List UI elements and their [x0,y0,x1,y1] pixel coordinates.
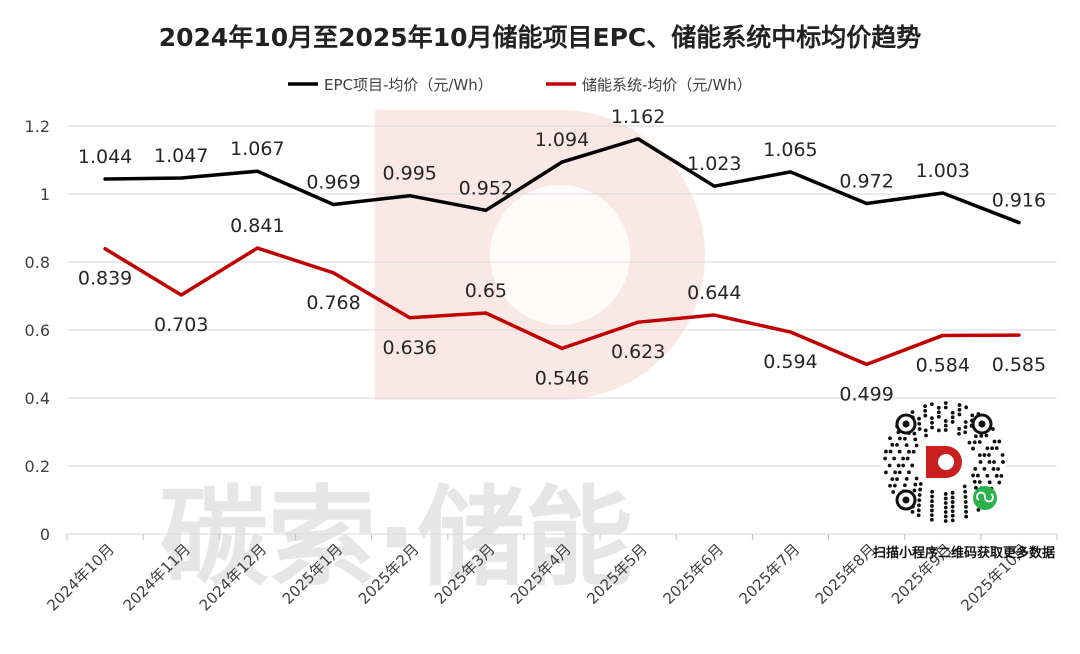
data-label-system: 0.768 [306,292,360,314]
data-label-system: 0.623 [611,341,665,363]
qr-code [882,400,1006,524]
data-label-epc: 1.047 [154,145,208,167]
data-label-system: 0.65 [465,280,507,302]
qr-caption: 扫描小程序二维码获取更多数据 [873,545,1055,561]
y-axis: 0 0.2 0.4 0.6 0.8 1 1.2 [25,117,50,544]
data-label-epc: 0.972 [839,171,893,193]
data-label-epc: 1.023 [687,153,741,175]
data-label-epc: 0.995 [382,163,436,185]
y-tick-label: 0 [40,525,50,544]
data-label-system: 0.546 [535,367,589,389]
y-tick-label: 1 [40,185,50,204]
data-label-epc: 0.969 [306,172,360,194]
data-label-system: 0.644 [687,282,741,304]
y-tick-label: 0.8 [25,253,50,272]
x-tick-label: 2025年8月 [812,540,880,608]
y-tick-label: 0.4 [25,389,50,408]
data-label-system: 0.499 [839,383,893,405]
chart-title: 2024年10月至2025年10月储能项目EPC、储能系统中标均价趋势 [159,23,922,52]
x-tick-label: 2025年7月 [736,540,804,608]
data-label-epc: 1.162 [611,106,665,128]
data-label-system: 0.584 [916,354,970,376]
data-label-epc: 1.003 [916,160,970,182]
data-labels: 1.044 1.047 1.067 0.969 0.995 0.952 1.094 1.162… [78,106,1046,405]
data-label-epc: 1.094 [535,129,589,151]
y-tick-label: 1.2 [25,117,50,136]
data-label-system: 0.703 [154,314,208,336]
series-line-epc [103,137,1021,225]
x-tick-label: 2024年10月 [43,540,117,614]
y-tick-label: 0.2 [25,457,50,476]
legend-label-system: 储能系统-均价（元/Wh） [582,76,752,94]
data-label-system: 0.585 [992,354,1046,376]
legend-label-epc: EPC项目-均价（元/Wh） [324,76,493,94]
data-label-system: 0.594 [763,351,817,373]
data-label-epc: 1.067 [230,138,284,160]
data-label-epc: 0.952 [459,177,513,199]
legend: EPC项目-均价（元/Wh） 储能系统-均价（元/Wh） [288,76,752,94]
y-tick-label: 0.6 [25,321,50,340]
data-label-system: 0.839 [78,268,132,290]
series-line-system [103,246,1021,367]
data-label-epc: 1.065 [763,139,817,161]
data-label-system: 0.636 [382,337,436,359]
x-tick-label: 2025年6月 [659,540,727,608]
watermark-text: 碳索·储能 [160,476,633,601]
data-label-epc: 0.916 [992,190,1046,212]
data-label-system: 0.841 [230,215,284,237]
data-label-epc: 1.044 [78,146,132,168]
series [103,137,1021,367]
